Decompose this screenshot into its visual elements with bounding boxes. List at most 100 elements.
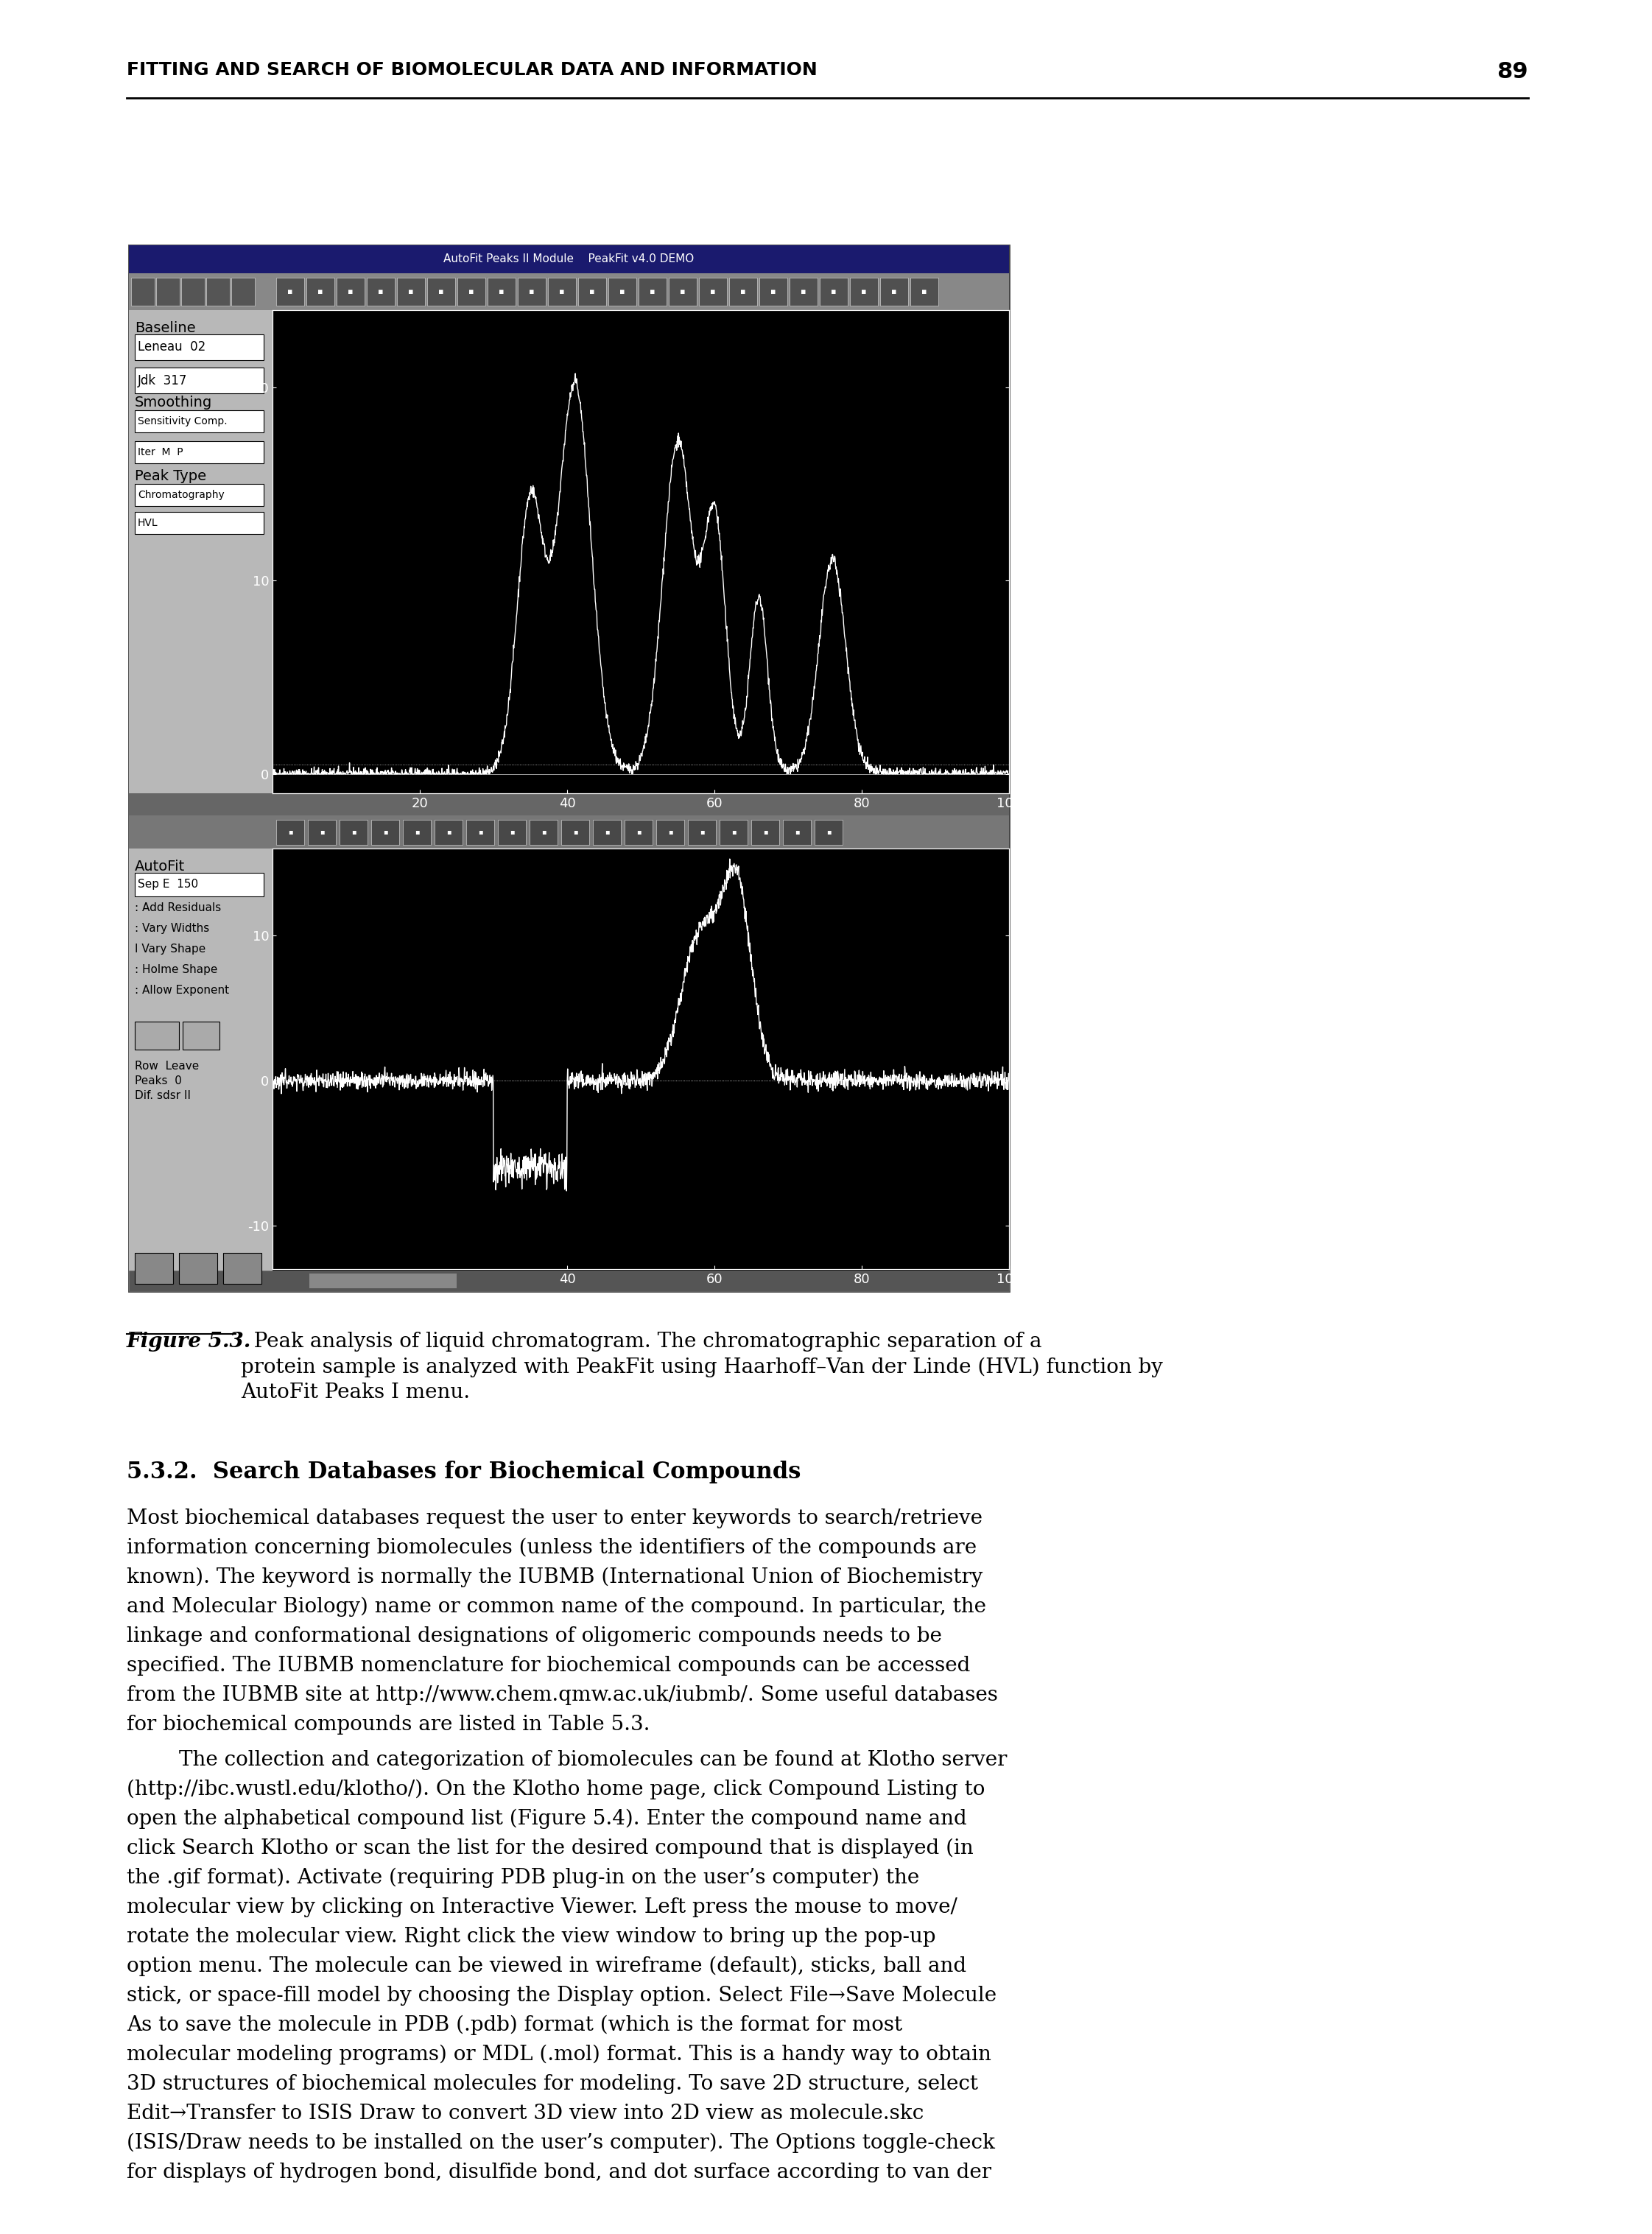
Bar — [182, 277, 205, 306]
Bar — [131, 277, 155, 306]
Bar — [849, 277, 877, 306]
Bar — [276, 820, 304, 844]
Text: ▪: ▪ — [378, 288, 383, 295]
Bar — [129, 246, 1009, 273]
Bar — [624, 820, 653, 844]
Bar — [135, 1253, 173, 1285]
Text: and Molecular Biology) name or common name of the compound. In particular, the: and Molecular Biology) name or common na… — [127, 1597, 986, 1617]
Text: Jdk  317: Jdk 317 — [137, 373, 187, 386]
Bar — [340, 820, 367, 844]
Bar — [720, 820, 748, 844]
Text: Baseline: Baseline — [135, 322, 195, 335]
Bar — [819, 277, 847, 306]
Text: the .gif format). Activate (requiring PDB plug-in on the user’s computer) the: the .gif format). Activate (requiring PD… — [127, 1868, 920, 1888]
Text: linkage and conformational designations of oligomeric compounds needs to be: linkage and conformational designations … — [127, 1626, 942, 1646]
Text: ▪: ▪ — [542, 829, 547, 836]
Text: Sep E  150: Sep E 150 — [137, 880, 198, 889]
Bar — [129, 246, 273, 1291]
Bar — [881, 277, 909, 306]
Text: ▪: ▪ — [636, 829, 641, 836]
Text: ▪: ▪ — [861, 288, 867, 295]
Text: ▪: ▪ — [287, 829, 292, 836]
Text: ▪: ▪ — [477, 829, 482, 836]
Text: molecular view by clicking on Interactive Viewer. Left press the mouse to move/: molecular view by clicking on Interactiv… — [127, 1897, 958, 1917]
Bar — [135, 440, 264, 462]
Bar — [231, 277, 254, 306]
Text: ▪: ▪ — [319, 829, 324, 836]
Bar — [656, 820, 684, 844]
Text: ▪: ▪ — [699, 829, 704, 836]
Text: ▪: ▪ — [770, 288, 776, 295]
Bar — [178, 1253, 218, 1285]
Bar — [276, 277, 304, 306]
Bar — [129, 815, 1009, 849]
Text: ▪: ▪ — [763, 829, 768, 836]
Text: HVL: HVL — [137, 518, 159, 527]
Bar — [135, 1021, 178, 1050]
Text: ▪: ▪ — [509, 829, 514, 836]
Text: Smoothing: Smoothing — [135, 395, 213, 409]
Bar — [135, 873, 264, 896]
Text: ▪: ▪ — [740, 288, 747, 295]
Text: ▪: ▪ — [558, 288, 565, 295]
Text: : Allow Exponent: : Allow Exponent — [135, 985, 230, 996]
Bar — [639, 277, 666, 306]
Bar — [367, 277, 395, 306]
Text: rotate the molecular view. Right click the view window to bring up the pop-up: rotate the molecular view. Right click t… — [127, 1928, 935, 1946]
Text: specified. The IUBMB nomenclature for biochemical compounds can be accessed: specified. The IUBMB nomenclature for bi… — [127, 1655, 970, 1675]
Bar — [337, 277, 365, 306]
Bar — [530, 820, 557, 844]
Bar — [562, 820, 590, 844]
Text: ▪: ▪ — [529, 288, 535, 295]
Text: ▪: ▪ — [408, 288, 413, 295]
Bar — [223, 1253, 261, 1285]
Text: FITTING AND SEARCH OF BIOMOLECULAR DATA AND INFORMATION: FITTING AND SEARCH OF BIOMOLECULAR DATA … — [127, 60, 818, 78]
Text: : Vary Widths: : Vary Widths — [135, 923, 210, 934]
Bar — [307, 820, 335, 844]
Bar — [434, 820, 463, 844]
Text: ▪: ▪ — [438, 288, 444, 295]
Bar — [183, 1021, 220, 1050]
Text: Edit→Transfer to ISIS Draw to convert 3D view into 2D view as molecule.skc: Edit→Transfer to ISIS Draw to convert 3D… — [127, 2104, 923, 2125]
Text: Peak Type: Peak Type — [135, 469, 206, 483]
Text: ▪: ▪ — [710, 288, 715, 295]
Text: ▪: ▪ — [590, 288, 595, 295]
Bar — [129, 1271, 1009, 1291]
Bar — [129, 246, 1009, 1291]
Bar — [760, 277, 788, 306]
Text: Sensitivity Comp.: Sensitivity Comp. — [137, 416, 228, 427]
Text: stick, or space-fill model by choosing the Display option. Select File→Save Mole: stick, or space-fill model by choosing t… — [127, 1986, 996, 2006]
Text: (http://ibc.wustl.edu/klotho/). On the Klotho home page, click Compound Listing : (http://ibc.wustl.edu/klotho/). On the K… — [127, 1780, 985, 1801]
Text: ▪: ▪ — [349, 288, 354, 295]
Text: known). The keyword is normally the IUBMB (International Union of Biochemistry: known). The keyword is normally the IUBM… — [127, 1568, 983, 1588]
Text: (ISIS/Draw needs to be installed on the user’s computer). The Options toggle-che: (ISIS/Draw needs to be installed on the … — [127, 2133, 995, 2154]
Text: open the alphabetical compound list (Figure 5.4). Enter the compound name and: open the alphabetical compound list (Fig… — [127, 1810, 966, 1830]
Text: ▪: ▪ — [317, 288, 324, 295]
Text: ▪: ▪ — [801, 288, 806, 295]
Bar — [458, 277, 486, 306]
Text: click Search Klotho or scan the list for the desired compound that is displayed : click Search Klotho or scan the list for… — [127, 1839, 973, 1859]
Bar — [814, 820, 843, 844]
Bar — [790, 277, 818, 306]
Bar — [729, 277, 757, 306]
Text: : Holme Shape: : Holme Shape — [135, 965, 218, 976]
Bar — [428, 277, 456, 306]
Bar — [687, 820, 715, 844]
Text: Peak analysis of liquid chromatogram. The chromatographic separation of a
protei: Peak analysis of liquid chromatogram. Th… — [241, 1331, 1163, 1403]
Bar — [403, 820, 431, 844]
Text: ▪: ▪ — [446, 829, 451, 836]
Bar — [135, 335, 264, 360]
Bar — [309, 1273, 456, 1289]
Text: for biochemical compounds are listed in Table 5.3.: for biochemical compounds are listed in … — [127, 1716, 649, 1734]
Bar — [699, 277, 727, 306]
Text: I Vary Shape: I Vary Shape — [135, 943, 205, 954]
Bar — [129, 273, 1009, 311]
Text: ▪: ▪ — [831, 288, 836, 295]
Text: ▪: ▪ — [573, 829, 578, 836]
Text: ▪: ▪ — [892, 288, 897, 295]
Bar — [396, 277, 425, 306]
Text: Most biochemical databases request the user to enter keywords to search/retrieve: Most biochemical databases request the u… — [127, 1508, 983, 1528]
Text: molecular modeling programs) or MDL (.mol) format. This is a handy way to obtain: molecular modeling programs) or MDL (.mo… — [127, 2044, 991, 2064]
Text: Figure 5.3.: Figure 5.3. — [127, 1331, 251, 1352]
Text: ▪: ▪ — [649, 288, 656, 295]
